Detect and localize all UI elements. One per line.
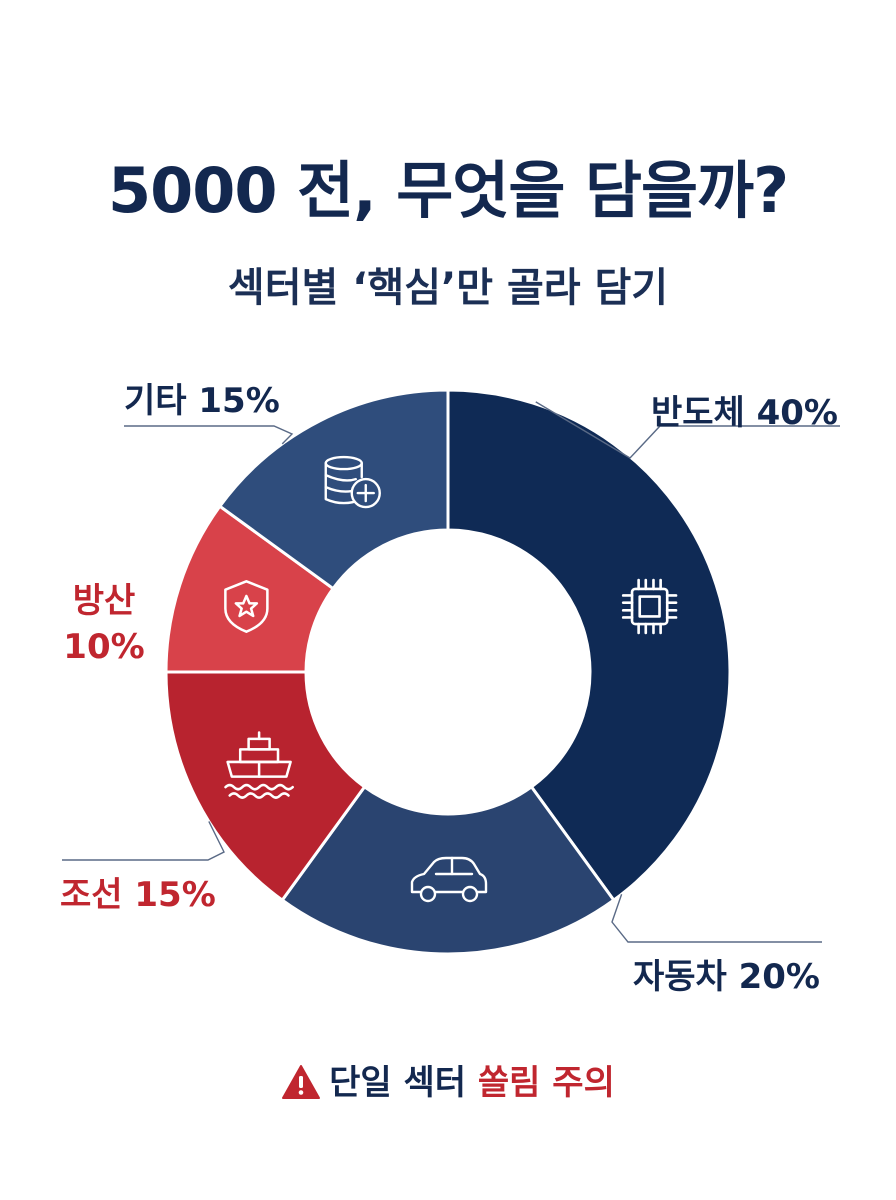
- page-subtitle: 섹터별 ‘핵심’만 골라 담기: [227, 265, 669, 311]
- leader-line-조선: [62, 821, 225, 861]
- leader-line-반도체: [535, 401, 840, 459]
- warning-triangle-icon: [282, 1065, 321, 1099]
- shield-star-icon: [224, 580, 269, 633]
- warning-accent-text: 쏠림 주의: [477, 1063, 615, 1103]
- slice-반도체: [446, 388, 732, 903]
- slice-label-반도체: 반도체 40%: [651, 393, 838, 433]
- slice-label-자동차: 자동차 20%: [633, 957, 820, 997]
- leader-line-자동차: [611, 893, 822, 943]
- ship-icon: [224, 731, 294, 799]
- chip-icon: [621, 578, 678, 635]
- car-icon: [410, 856, 488, 903]
- slice-label-기타: 기타 15%: [124, 381, 280, 421]
- warning-note: 단일 섹터 쏠림 주의: [0, 1055, 896, 1104]
- leader-line-기타: [124, 425, 294, 445]
- slice-label-방산: 방산 10%: [63, 581, 144, 667]
- coins-plus-icon: [324, 455, 381, 509]
- slice-label-조선: 조선 15%: [60, 875, 216, 915]
- page-title: 5000 전, 무엇을 담을까?: [107, 154, 789, 227]
- slice-자동차: [280, 784, 616, 956]
- warning-text: 단일 섹터: [329, 1063, 478, 1103]
- donut-chart: 반도체 40% 자동차 20% 조선 15% 방산 10% 기타 15%: [60, 381, 840, 997]
